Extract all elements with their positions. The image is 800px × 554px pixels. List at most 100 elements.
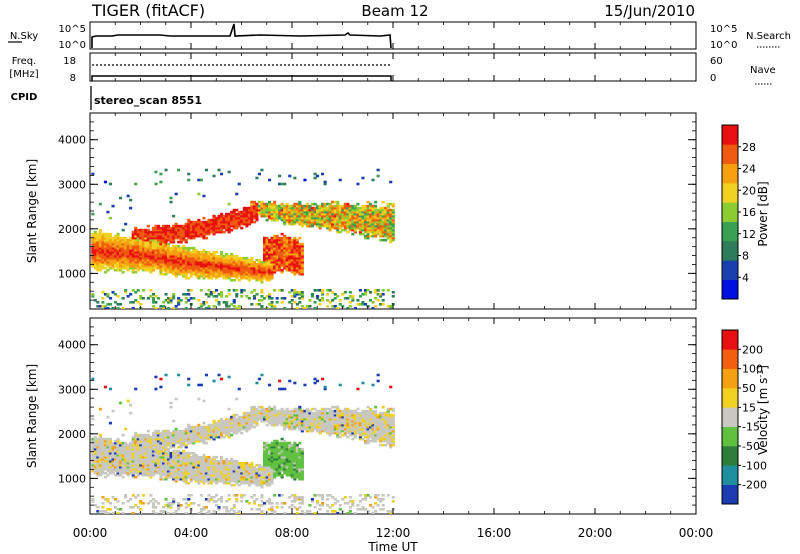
power-cell (358, 208, 362, 212)
velocity-cell (192, 459, 196, 463)
velocity-cell (144, 453, 148, 457)
power-cell (169, 248, 173, 252)
power-cell (179, 254, 183, 258)
power-cell (321, 222, 325, 226)
velocity-cell (283, 415, 287, 419)
velocity-cell (116, 508, 120, 511)
velocity-cell (103, 449, 107, 453)
velocity-cell (321, 423, 325, 427)
power-cell (230, 228, 234, 232)
power-cell (194, 256, 198, 260)
power-cell (172, 234, 176, 238)
velocity-cell (255, 479, 259, 483)
velocity-cell (268, 502, 272, 505)
power-cell (121, 254, 125, 258)
velocity-cell (275, 409, 279, 413)
power-cell (326, 216, 330, 220)
power-cell (356, 226, 360, 230)
power-cell (364, 208, 368, 212)
power-cell (384, 222, 388, 226)
velocity-cell (215, 504, 219, 507)
velocity-cell (288, 413, 292, 417)
velocity-cell (136, 439, 140, 443)
power-cell (169, 299, 173, 302)
velocity-cell (119, 459, 123, 463)
velocity-cell (124, 447, 128, 451)
velocity-cell (131, 455, 135, 459)
power-cell (124, 256, 128, 260)
power-cell (310, 224, 314, 228)
power-cell (167, 254, 171, 258)
power-cell (217, 220, 221, 224)
velocity-cell (174, 427, 178, 431)
power-cell (313, 210, 317, 214)
power-cell (164, 254, 168, 258)
power-cell (192, 224, 196, 228)
power-cell (384, 228, 388, 232)
velocity-cell (260, 407, 264, 411)
velocity-cell (179, 504, 183, 507)
power-cell (114, 252, 118, 256)
power-cell (300, 268, 304, 272)
velocity-cell (194, 439, 198, 443)
power-cell (177, 234, 181, 238)
velocity-cell (106, 445, 110, 449)
velocity-cell (255, 498, 259, 501)
velocity-cell (134, 443, 138, 447)
power-cell (268, 210, 272, 214)
power-cell (159, 270, 163, 274)
velocity-cell (146, 445, 150, 449)
power-cell (242, 258, 246, 262)
power-cell (313, 202, 317, 206)
velocity-cell (169, 451, 173, 455)
power-cell (162, 234, 166, 238)
power-cell (227, 256, 231, 260)
velocity-cell (321, 504, 325, 507)
power-cell (270, 210, 274, 214)
velocity-cell (265, 407, 269, 411)
power-cell (119, 238, 123, 242)
velocity-cell (187, 457, 191, 461)
velocity-cell (230, 473, 234, 477)
power-cell (270, 208, 274, 212)
velocity-cell (300, 469, 304, 473)
power-cell (300, 272, 304, 276)
power-cell (343, 210, 347, 214)
velocity-cell (101, 447, 105, 451)
velocity-cell (295, 457, 299, 461)
velocity-cell (103, 447, 107, 451)
power-cell (270, 252, 274, 256)
power-cell (361, 216, 365, 220)
velocity-cell (194, 463, 198, 467)
velocity-cell (177, 449, 181, 453)
power-cell (169, 301, 173, 304)
velocity-cell (146, 443, 150, 447)
power-cell (369, 216, 373, 220)
velocity-cell (268, 461, 272, 465)
velocity-cell (96, 445, 100, 449)
power-cell (131, 232, 135, 236)
power-cell (275, 264, 279, 268)
power-cell (227, 262, 231, 266)
power-cell (136, 264, 140, 268)
power-cell (270, 266, 274, 270)
velocity-cell (136, 467, 140, 471)
velocity-cell (207, 433, 211, 437)
velocity-cell (108, 455, 112, 459)
power-cell (237, 268, 241, 272)
velocity-cell (265, 417, 269, 421)
power-cell (288, 254, 292, 258)
power-cell (381, 224, 385, 228)
velocity-cell (146, 453, 150, 457)
velocity-cell (197, 455, 201, 459)
velocity-cell (172, 473, 176, 477)
power-cell (268, 272, 272, 276)
velocity-cell (169, 502, 173, 505)
power-cell (134, 262, 138, 266)
velocity-cell (93, 455, 97, 459)
velocity-cell (232, 469, 236, 473)
power-cell (187, 252, 191, 256)
power-cell (220, 220, 224, 224)
power-cell (103, 260, 107, 264)
velocity-cell (174, 510, 178, 513)
